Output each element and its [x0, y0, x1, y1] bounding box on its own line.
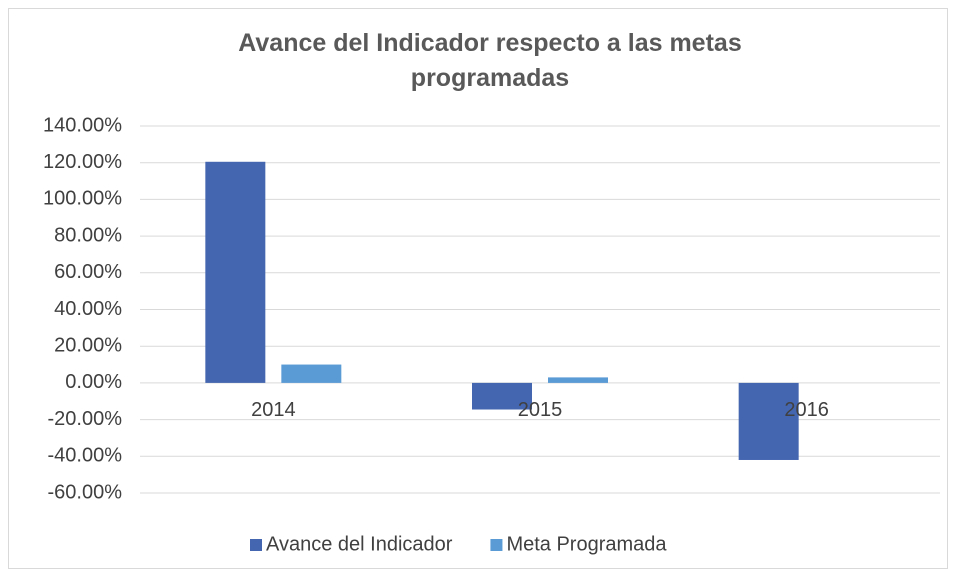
y-tick-label: 0.00% — [65, 371, 122, 393]
legend-swatch — [490, 539, 503, 551]
x-tick-label: 2016 — [784, 399, 829, 421]
y-tick-label: 20.00% — [54, 334, 122, 356]
x-tick-label: 2015 — [518, 399, 563, 421]
y-tick-label: -20.00% — [48, 408, 123, 430]
y-tick-label: 100.00% — [43, 188, 122, 210]
bar — [205, 161, 266, 383]
y-tick-label: -40.00% — [48, 445, 123, 467]
y-tick-label: 120.00% — [43, 151, 122, 173]
bar — [548, 377, 608, 383]
chart-title: Avance del Indicador respecto a las meta… — [238, 29, 742, 92]
y-tick-label: 60.00% — [54, 261, 122, 283]
legend-label: Meta Programada — [506, 533, 667, 555]
legend-swatch — [250, 539, 262, 551]
bar — [472, 382, 532, 410]
x-tick-label: 2014 — [251, 399, 296, 421]
bar — [281, 364, 342, 383]
bar — [738, 382, 799, 460]
y-tick-label: 80.00% — [54, 224, 122, 246]
y-tick-label: 140.00% — [43, 114, 122, 136]
y-tick-label: -60.00% — [48, 481, 123, 503]
legend-label: Avance del Indicador — [266, 533, 453, 555]
chart-border — [8, 8, 948, 569]
y-tick-label: 40.00% — [54, 298, 122, 320]
